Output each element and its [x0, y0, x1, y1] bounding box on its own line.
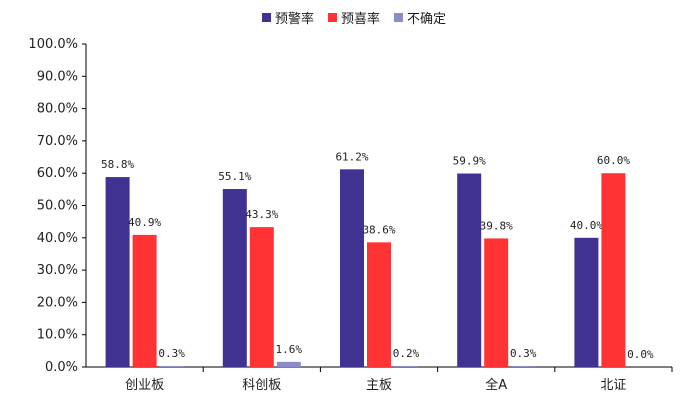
bar-2-2	[394, 366, 418, 367]
data-label: 0.3%	[158, 347, 185, 360]
y-tick-label: 0.0%	[45, 360, 78, 375]
bar-2-3	[511, 366, 536, 367]
legend-swatch-uncertain	[394, 13, 404, 22]
bar-1-1	[249, 227, 274, 367]
bar-0-4	[574, 237, 599, 367]
x-category-label: 全A	[485, 377, 507, 393]
legend-item-positive: 预喜率	[328, 8, 380, 27]
y-tick-label: 60.0%	[37, 166, 78, 181]
legend-label-positive: 预喜率	[341, 12, 381, 27]
data-label: 43.3%	[245, 208, 278, 221]
bar-1-4	[601, 173, 626, 367]
y-tick-label: 100.0%	[28, 37, 78, 52]
data-label: 0.3%	[510, 347, 537, 360]
bar-0-3	[457, 173, 482, 367]
y-tick-label: 90.0%	[37, 69, 78, 84]
data-label: 40.0%	[570, 219, 603, 232]
legend-swatch-warning	[262, 13, 271, 22]
bar-1-3	[484, 238, 509, 367]
x-category-label: 北证	[600, 378, 626, 393]
data-label: 61.2%	[335, 150, 368, 163]
data-label: 59.9%	[453, 155, 486, 168]
legend-label-warning: 预警率	[275, 12, 315, 27]
data-label: 40.9%	[128, 216, 161, 229]
bar-2-0	[159, 366, 184, 367]
data-label: 1.6%	[276, 343, 303, 356]
legend-item-uncertain: 不确定	[394, 8, 446, 27]
y-tick-label: 70.0%	[37, 134, 78, 149]
legend-item-warning: 预警率	[262, 8, 314, 27]
y-tick-label: 10.0%	[37, 328, 78, 343]
data-label: 55.1%	[218, 170, 251, 183]
y-tick-label: 40.0%	[37, 231, 78, 246]
data-label: 38.6%	[362, 223, 395, 236]
x-category-label: 科创板	[242, 378, 281, 393]
bar-0-2	[340, 169, 364, 367]
bar-0-0	[105, 177, 130, 367]
bar-1-0	[132, 234, 157, 367]
y-tick-label: 50.0%	[37, 199, 78, 214]
bar-2-1	[276, 361, 301, 367]
bar-1-2	[367, 242, 391, 367]
legend: 预警率 预喜率 不确定	[262, 8, 446, 27]
y-tick-label: 80.0%	[37, 102, 78, 117]
legend-label-uncertain: 不确定	[407, 12, 447, 27]
data-label: 39.8%	[480, 219, 513, 232]
y-tick-label: 20.0%	[37, 295, 78, 310]
data-label: 0.2%	[393, 347, 420, 360]
x-category-label: 创业板	[125, 378, 164, 393]
data-label: 0.0%	[627, 348, 654, 361]
data-label: 60.0%	[597, 154, 630, 167]
bar-0-1	[222, 189, 247, 367]
x-category-label: 主板	[366, 378, 392, 393]
legend-swatch-positive	[328, 13, 338, 22]
y-tick-label: 30.0%	[37, 263, 78, 278]
data-label: 58.8%	[101, 158, 134, 171]
